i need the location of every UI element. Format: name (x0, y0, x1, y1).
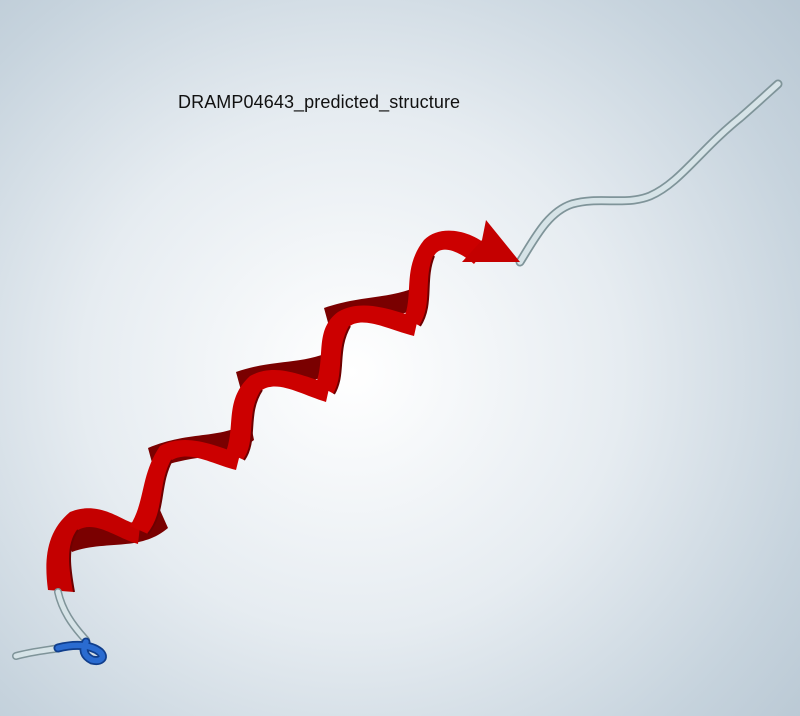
n-terminal-coil (12, 588, 107, 665)
structure-title: DRAMP04643_predicted_structure (178, 92, 461, 112)
alpha-helix (46, 220, 520, 593)
c-terminal-coil (515, 79, 783, 267)
